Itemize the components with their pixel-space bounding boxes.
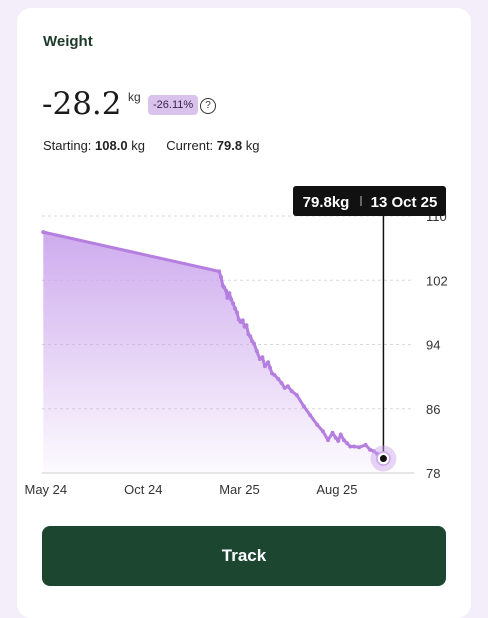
cursor-dot bbox=[379, 455, 387, 463]
data-point bbox=[219, 275, 223, 279]
data-point bbox=[338, 432, 343, 437]
data-point bbox=[326, 438, 330, 443]
current-value: 79.8 bbox=[216, 138, 243, 153]
data-point bbox=[357, 445, 362, 450]
x-tick-label: Oct 24 bbox=[124, 482, 162, 497]
y-tick-label: 78 bbox=[426, 466, 440, 481]
data-point bbox=[294, 393, 299, 398]
data-point bbox=[266, 360, 271, 365]
data-point bbox=[368, 447, 372, 452]
data-point bbox=[371, 449, 376, 454]
data-point bbox=[276, 377, 281, 381]
data-point bbox=[231, 301, 236, 306]
data-point bbox=[248, 334, 253, 339]
data-point bbox=[279, 381, 284, 385]
data-point bbox=[222, 285, 227, 290]
data-point bbox=[315, 422, 320, 427]
data-point bbox=[234, 310, 239, 315]
tooltip-value: 79.8kg bbox=[303, 194, 350, 211]
data-point bbox=[244, 323, 249, 328]
data-point bbox=[301, 404, 306, 409]
data-point bbox=[345, 441, 350, 446]
x-tick-label: Aug 25 bbox=[316, 482, 357, 497]
x-tick-label: Mar 25 bbox=[219, 482, 259, 497]
data-point bbox=[272, 373, 277, 377]
data-point bbox=[262, 364, 267, 369]
data-point bbox=[289, 389, 294, 394]
tooltip-box bbox=[293, 186, 446, 216]
y-tick-label: 86 bbox=[426, 402, 440, 417]
weight-change-value: -28.2 bbox=[42, 86, 122, 122]
data-point bbox=[41, 230, 46, 235]
data-point bbox=[333, 435, 338, 440]
data-point bbox=[252, 341, 257, 346]
starting-label: Starting: bbox=[43, 138, 92, 153]
data-point bbox=[282, 385, 287, 390]
help-circle-icon[interactable]: ? bbox=[200, 98, 216, 114]
data-point bbox=[217, 269, 222, 274]
starting-value: 108.0 bbox=[95, 138, 128, 153]
data-point bbox=[352, 444, 357, 449]
data-point bbox=[336, 438, 341, 443]
weight-change-unit: kg bbox=[128, 90, 141, 104]
y-tick-label: 94 bbox=[426, 338, 440, 353]
data-point bbox=[224, 288, 229, 293]
data-point bbox=[320, 429, 325, 434]
x-tick-label: May 24 bbox=[25, 482, 68, 497]
y-tick-label: 102 bbox=[426, 273, 448, 288]
data-point bbox=[268, 365, 272, 370]
starting-unit: kg bbox=[131, 138, 145, 153]
weight-stats: Starting: 108.0 kg Current: 79.8 kg bbox=[43, 138, 259, 153]
data-point bbox=[227, 291, 232, 296]
track-button[interactable]: Track bbox=[42, 526, 446, 586]
current-label: Current: bbox=[166, 138, 214, 153]
current-unit: kg bbox=[245, 138, 260, 153]
data-point bbox=[363, 442, 368, 447]
data-point bbox=[260, 355, 265, 360]
tooltip-date: 13 Oct 25 bbox=[371, 194, 438, 211]
data-point bbox=[229, 297, 234, 302]
data-point bbox=[341, 438, 346, 443]
change-percent-badge: -26.11% bbox=[148, 95, 199, 115]
data-point bbox=[348, 444, 353, 449]
data-point bbox=[254, 348, 259, 353]
data-point bbox=[240, 318, 245, 323]
weight-area bbox=[43, 232, 384, 473]
data-point bbox=[233, 306, 237, 311]
data-point bbox=[308, 413, 313, 418]
data-point bbox=[330, 430, 335, 435]
data-point bbox=[285, 384, 290, 389]
card-title: Weight bbox=[43, 33, 93, 50]
data-point bbox=[225, 295, 230, 300]
